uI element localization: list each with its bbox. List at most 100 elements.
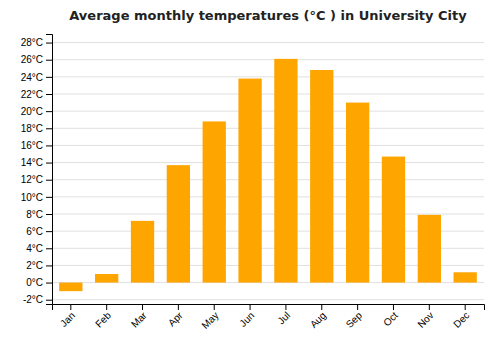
y-tick-mark xyxy=(46,214,52,215)
x-tick-mark xyxy=(214,304,215,310)
x-tick: Jan xyxy=(58,304,77,329)
y-tick: 4°C xyxy=(26,243,52,254)
y-tick: 16°C xyxy=(21,140,52,151)
bar xyxy=(418,215,441,283)
y-tick: 14°C xyxy=(21,157,52,168)
y-tick: 26°C xyxy=(21,54,52,65)
bar xyxy=(203,121,226,282)
chart: -2°C 0°C 2°C 4°C 6°C 8°C 10°C 12°C 14°C 16°C 18°C 2… xyxy=(0,0,500,350)
y-tick: 10°C xyxy=(21,192,52,203)
x-tick-label: Aug xyxy=(308,310,328,330)
y-tick-label: 28°C xyxy=(21,37,43,48)
x-tick-mark xyxy=(142,304,143,310)
plot: -2°C 0°C 2°C 4°C 6°C 8°C 10°C 12°C 14°C 16°C 18°C 2… xyxy=(21,35,485,331)
y-tick-mark xyxy=(46,231,52,232)
y-tick: -2°C xyxy=(23,294,52,305)
x-tick: Aug xyxy=(308,304,328,330)
y-tick-label: 18°C xyxy=(21,123,43,134)
bar xyxy=(59,283,82,292)
y-tick: 8°C xyxy=(26,209,52,220)
y-tick-label: 10°C xyxy=(21,192,43,203)
x-tick-mark xyxy=(357,304,358,310)
x-tick: Apr xyxy=(166,304,185,328)
grid-line xyxy=(52,59,484,60)
x-tick-mark xyxy=(465,304,466,310)
x-tick: Oct xyxy=(381,304,400,328)
x-tick-mark xyxy=(321,304,322,310)
grid-line xyxy=(52,111,484,112)
x-tick-label: Feb xyxy=(93,309,113,329)
x-tick: Mar xyxy=(129,304,149,330)
y-tick: 18°C xyxy=(21,123,52,134)
y-tick-mark xyxy=(46,300,52,301)
bar xyxy=(310,70,333,283)
x-tick: Jul xyxy=(275,304,292,326)
x-tick-mark xyxy=(178,304,179,310)
y-tick-label: 12°C xyxy=(21,174,43,185)
grid-line xyxy=(52,42,484,43)
title: Average monthly temperatures (°C ) in Un… xyxy=(69,8,467,23)
y-tick: 6°C xyxy=(26,226,52,237)
y-tick-mark xyxy=(46,94,52,95)
bar xyxy=(95,274,118,283)
x-tick-label: Oct xyxy=(381,310,400,329)
x-tick-mark xyxy=(70,304,71,310)
y-tick: 0°C xyxy=(26,277,52,288)
x-tick-label: Jun xyxy=(237,310,256,329)
bar xyxy=(274,59,297,283)
x-tick-mark xyxy=(250,304,251,310)
y-axis: -2°C 0°C 2°C 4°C 6°C 8°C 10°C 12°C 14°C 16°C 18°C 2… xyxy=(21,35,53,306)
x-tick: Dec xyxy=(451,304,471,330)
y-tick: 12°C xyxy=(21,174,52,185)
y-tick: 24°C xyxy=(21,72,52,83)
marks xyxy=(59,59,477,291)
y-axis-line xyxy=(46,35,53,305)
x-tick-mark xyxy=(393,304,394,310)
y-tick-mark xyxy=(46,145,52,146)
y-tick-mark xyxy=(46,77,52,78)
y-tick-mark xyxy=(46,283,52,284)
y-tick: 20°C xyxy=(21,106,52,117)
y-tick-label: 22°C xyxy=(21,89,43,100)
x-tick-label: Sep xyxy=(344,309,365,330)
bar xyxy=(454,272,477,282)
x-tick-label: Jul xyxy=(275,310,292,327)
y-tick-label: 14°C xyxy=(21,157,43,168)
y-tick-label: 20°C xyxy=(21,106,43,117)
grid-line xyxy=(52,128,484,129)
grid-line xyxy=(52,214,484,215)
x-tick-mark xyxy=(285,304,286,310)
grid-line xyxy=(52,196,484,197)
y-tick-label: 0°C xyxy=(26,277,43,288)
y-tick-label: 24°C xyxy=(21,72,43,83)
grid-line xyxy=(52,179,484,180)
x-tick-label: Apr xyxy=(166,309,185,328)
y-tick-mark xyxy=(46,111,52,112)
y-tick-mark xyxy=(46,128,52,129)
y-tick-label: 26°C xyxy=(21,54,43,65)
grid-line xyxy=(52,299,484,300)
y-tick-mark xyxy=(46,248,52,249)
grid-line xyxy=(52,76,484,77)
bar xyxy=(131,221,154,283)
y-tick: 28°C xyxy=(21,37,52,48)
grid-line xyxy=(52,145,484,146)
x-axis: Jan Feb Mar Apr May Jun Jul Aug Sep Oct Nov Dec xyxy=(53,304,485,331)
y-tick-mark xyxy=(46,163,52,164)
x-tick: Nov xyxy=(415,304,435,330)
x-tick-label: Jan xyxy=(58,310,77,329)
y-tick-label: 16°C xyxy=(21,140,43,151)
y-tick-mark xyxy=(46,265,52,266)
y-tick-label: 4°C xyxy=(26,243,43,254)
bar xyxy=(167,165,190,282)
x-tick-mark xyxy=(106,304,107,310)
x-tick-mark xyxy=(429,304,430,310)
bar xyxy=(382,157,405,283)
y-tick-mark xyxy=(46,180,52,181)
y-tick-mark xyxy=(46,197,52,198)
bar xyxy=(238,79,261,283)
x-tick-label: May xyxy=(199,310,220,331)
x-tick-label: Dec xyxy=(451,310,471,330)
y-tick-label: 2°C xyxy=(26,260,43,271)
x-tick: May xyxy=(199,304,220,331)
